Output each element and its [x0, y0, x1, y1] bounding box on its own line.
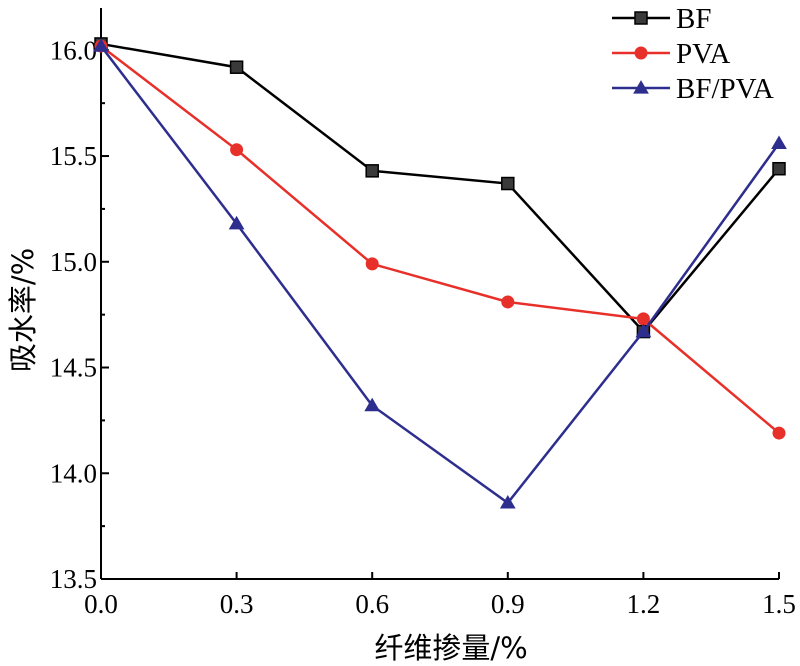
- series-bf-pva: [93, 38, 787, 509]
- data-point: [636, 312, 650, 326]
- data-point: [635, 323, 652, 338]
- y-tick-label: 14.5: [50, 353, 97, 383]
- legend-label: BF/PVA: [676, 73, 774, 105]
- data-point: [229, 60, 244, 74]
- legend-item: BF: [612, 3, 711, 35]
- legend-label: BF: [676, 3, 711, 35]
- data-point: [93, 38, 109, 52]
- legend-marker: [634, 11, 648, 25]
- y-tick-label: 14.0: [50, 458, 97, 488]
- data-point: [501, 176, 515, 191]
- legend-label: PVA: [676, 38, 730, 70]
- y-tick-label: 16.0: [50, 35, 97, 65]
- axes: 0.0 0.3 0.6 0.9 1.2 1.5 13.5 14.0 14.5 15.0 15.5 16…: [50, 8, 796, 619]
- series-line: [100, 45, 781, 505]
- y-axis-title: 吸水率/%: [6, 248, 40, 372]
- data-point: [771, 135, 787, 150]
- legend-marker: [634, 46, 648, 60]
- data-point: [772, 426, 786, 440]
- data-point: [499, 494, 516, 509]
- series-line: [100, 45, 780, 435]
- legend-marker: [633, 80, 649, 94]
- data-point: [365, 164, 379, 178]
- x-axis-title: 纤维掺量/%: [374, 631, 527, 665]
- x-tick-label: 1.5: [762, 589, 796, 619]
- y-tick-label: 15.0: [50, 247, 97, 277]
- data-point: [365, 257, 379, 271]
- x-tick-label: 0.3: [220, 589, 254, 619]
- x-tick-label: 0.9: [491, 589, 525, 619]
- data-point: [230, 143, 244, 157]
- x-tick-label: 0.6: [355, 589, 389, 619]
- y-tick-label: 13.5: [50, 564, 97, 594]
- data-point: [364, 397, 381, 412]
- x-tick-label: 0.0: [84, 589, 118, 619]
- data-point: [772, 161, 786, 176]
- series-layer: [93, 37, 787, 509]
- data-point: [228, 215, 245, 230]
- data-point: [501, 295, 515, 309]
- y-tick-label: 15.5: [50, 141, 97, 171]
- legend-item: BF/PVA: [612, 73, 774, 105]
- x-tick-label: 1.2: [627, 589, 661, 619]
- series-pva: [94, 39, 786, 440]
- series-line: [100, 42, 780, 334]
- legend-item: PVA: [612, 38, 730, 70]
